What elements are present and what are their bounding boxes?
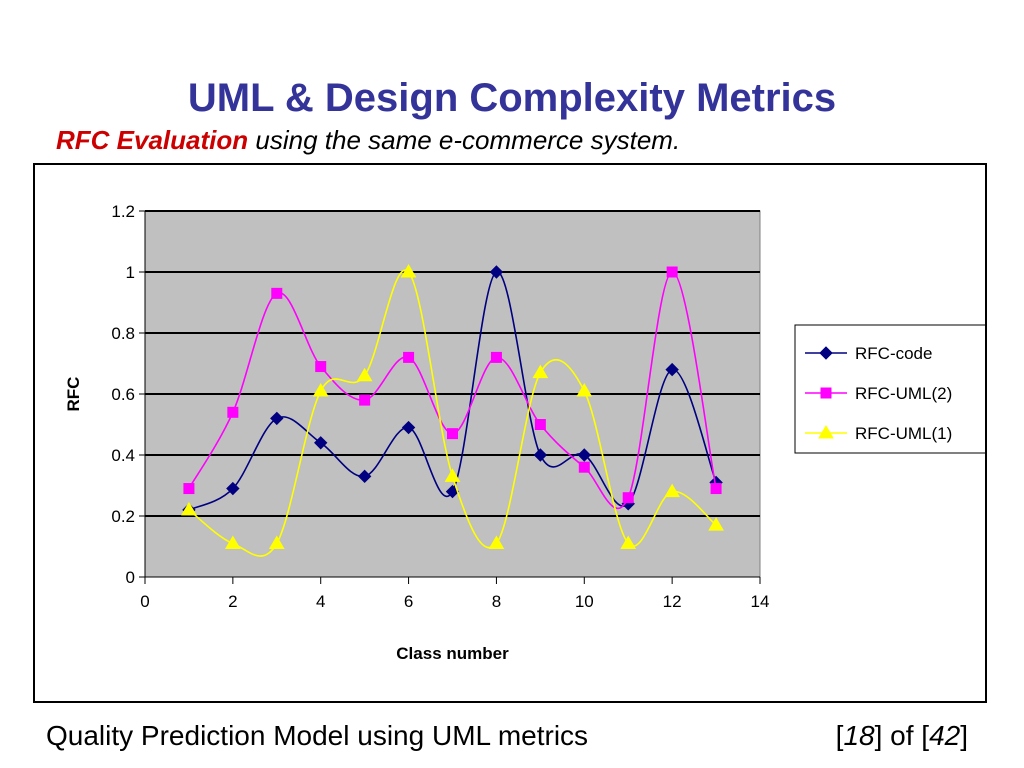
data-point <box>315 361 327 373</box>
data-point <box>181 501 197 516</box>
legend-entry: RFC-UML(1) <box>805 424 952 443</box>
legend-entry: RFC-UML(2) <box>805 384 952 403</box>
data-point <box>622 492 634 504</box>
x-tick-label: 10 <box>575 592 594 611</box>
data-point <box>403 351 415 363</box>
series-line <box>188 271 717 511</box>
legend-marker <box>819 346 833 360</box>
series-rfc-uml-1- <box>181 264 724 557</box>
y-axis-label: RFC <box>64 377 83 412</box>
subtitle-rest: using the same e-commerce system. <box>255 125 681 155</box>
data-point <box>400 264 417 278</box>
series-rfc-code <box>182 265 723 517</box>
total-pages: 42 <box>929 720 961 751</box>
data-point <box>666 266 678 278</box>
data-point <box>312 382 329 397</box>
data-point <box>710 483 722 495</box>
page-separator: ] of [ <box>874 720 930 751</box>
data-point <box>576 382 593 397</box>
footer-title: Quality Prediction Model using UML metri… <box>46 720 589 751</box>
page-bracket-close: ] <box>960 720 968 751</box>
x-tick-label: 4 <box>316 592 325 611</box>
data-point <box>356 367 373 382</box>
x-tick-label: 6 <box>404 592 413 611</box>
data-point <box>489 265 504 279</box>
rfc-line-chart: 0 0.2 0.4 0.6 0.8 1 1.2 0 2 4 6 8 10 12 14 Class number… <box>64 202 985 663</box>
legend-label: RFC-UML(1) <box>855 424 952 443</box>
legend-entry: RFC-code <box>805 344 932 363</box>
data-point <box>578 461 590 473</box>
data-point <box>357 469 372 484</box>
data-point <box>532 364 549 379</box>
legend-marker <box>820 387 832 399</box>
data-point <box>227 406 239 418</box>
data-point <box>224 535 241 549</box>
data-point <box>270 411 284 426</box>
x-tick-label: 2 <box>228 592 237 611</box>
data-point <box>314 436 328 450</box>
y-tick-label: 0 <box>126 568 135 587</box>
data-point <box>359 394 371 406</box>
legend-label: RFC-UML(2) <box>855 384 952 403</box>
data-point <box>534 419 546 430</box>
page-counter: [18] of [42] <box>836 719 968 753</box>
legend-marker <box>818 425 834 439</box>
x-tick-label: 14 <box>751 592 770 611</box>
x-tick-label: 0 <box>140 592 149 611</box>
data-point <box>488 535 505 549</box>
data-point <box>444 468 461 482</box>
data-point <box>533 448 548 462</box>
page-bracket-open: [ <box>835 720 844 751</box>
data-point <box>708 517 724 531</box>
legend-label: RFC-code <box>855 344 932 363</box>
y-tick-label: 1.2 <box>111 202 135 221</box>
data-point <box>447 428 458 440</box>
data-point <box>183 483 195 495</box>
subtitle-accent: RFC Evaluation <box>56 125 249 155</box>
data-point <box>271 287 283 299</box>
x-axis-label: Class number <box>396 644 509 663</box>
chart-frame: 0 0.2 0.4 0.6 0.8 1 1.2 0 2 4 6 8 10 12 14 Class number… <box>33 163 987 703</box>
x-tick-label: 8 <box>492 592 501 611</box>
y-tick-label: 0.4 <box>111 446 135 465</box>
data-point <box>226 481 240 496</box>
data-point <box>665 362 679 377</box>
y-tick-label: 0.2 <box>111 507 135 526</box>
data-point <box>664 483 681 498</box>
y-tick-label: 0.8 <box>111 324 135 343</box>
x-tick-label: 12 <box>663 592 682 611</box>
slide-subtitle: RFC Evaluation using the same e-commerce… <box>56 124 680 156</box>
y-tick-label: 0.6 <box>111 385 135 404</box>
data-point <box>620 535 637 549</box>
data-point <box>268 535 285 549</box>
current-page: 18 <box>843 720 875 751</box>
data-point <box>401 420 416 435</box>
data-point <box>577 448 591 462</box>
data-point <box>490 351 502 363</box>
series-rfc-uml-2- <box>183 266 722 509</box>
slide-title: UML & Design Complexity Metrics <box>187 76 837 120</box>
y-tick-label: 1 <box>126 263 135 282</box>
